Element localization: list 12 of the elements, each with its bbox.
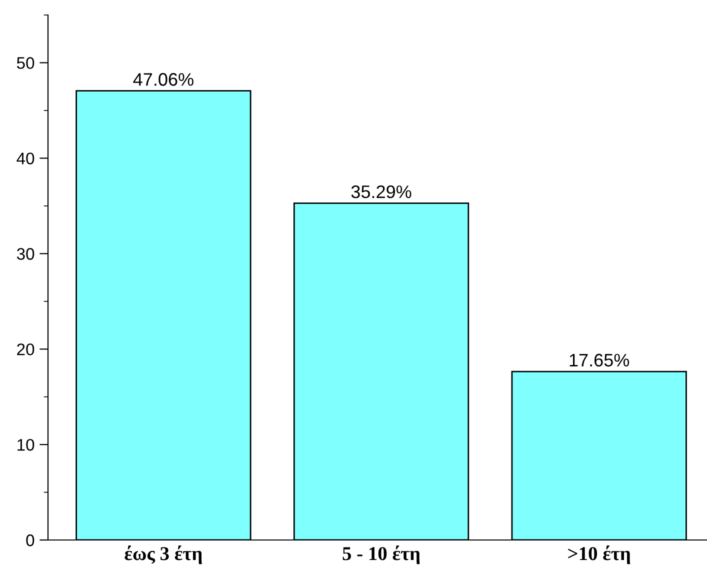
x-tick-label: έως 3 έτη bbox=[124, 546, 202, 564]
x-tick-label: >10 έτη bbox=[568, 546, 630, 564]
x-tick-label: 5 - 10 έτη bbox=[342, 546, 420, 564]
y-tick-label: 10 bbox=[18, 438, 34, 451]
y-tick-label: 40 bbox=[16, 152, 34, 164]
data-label: 47.06% bbox=[133, 73, 194, 86]
data-label: 17.65% bbox=[570, 354, 630, 367]
y-tick-label: 50 bbox=[16, 57, 34, 69]
y-tick-label: 20 bbox=[17, 343, 34, 356]
data-label: 35.29% bbox=[351, 185, 412, 198]
y-tick-label: 0 bbox=[26, 534, 34, 546]
y-tick-label: 30 bbox=[16, 248, 34, 260]
